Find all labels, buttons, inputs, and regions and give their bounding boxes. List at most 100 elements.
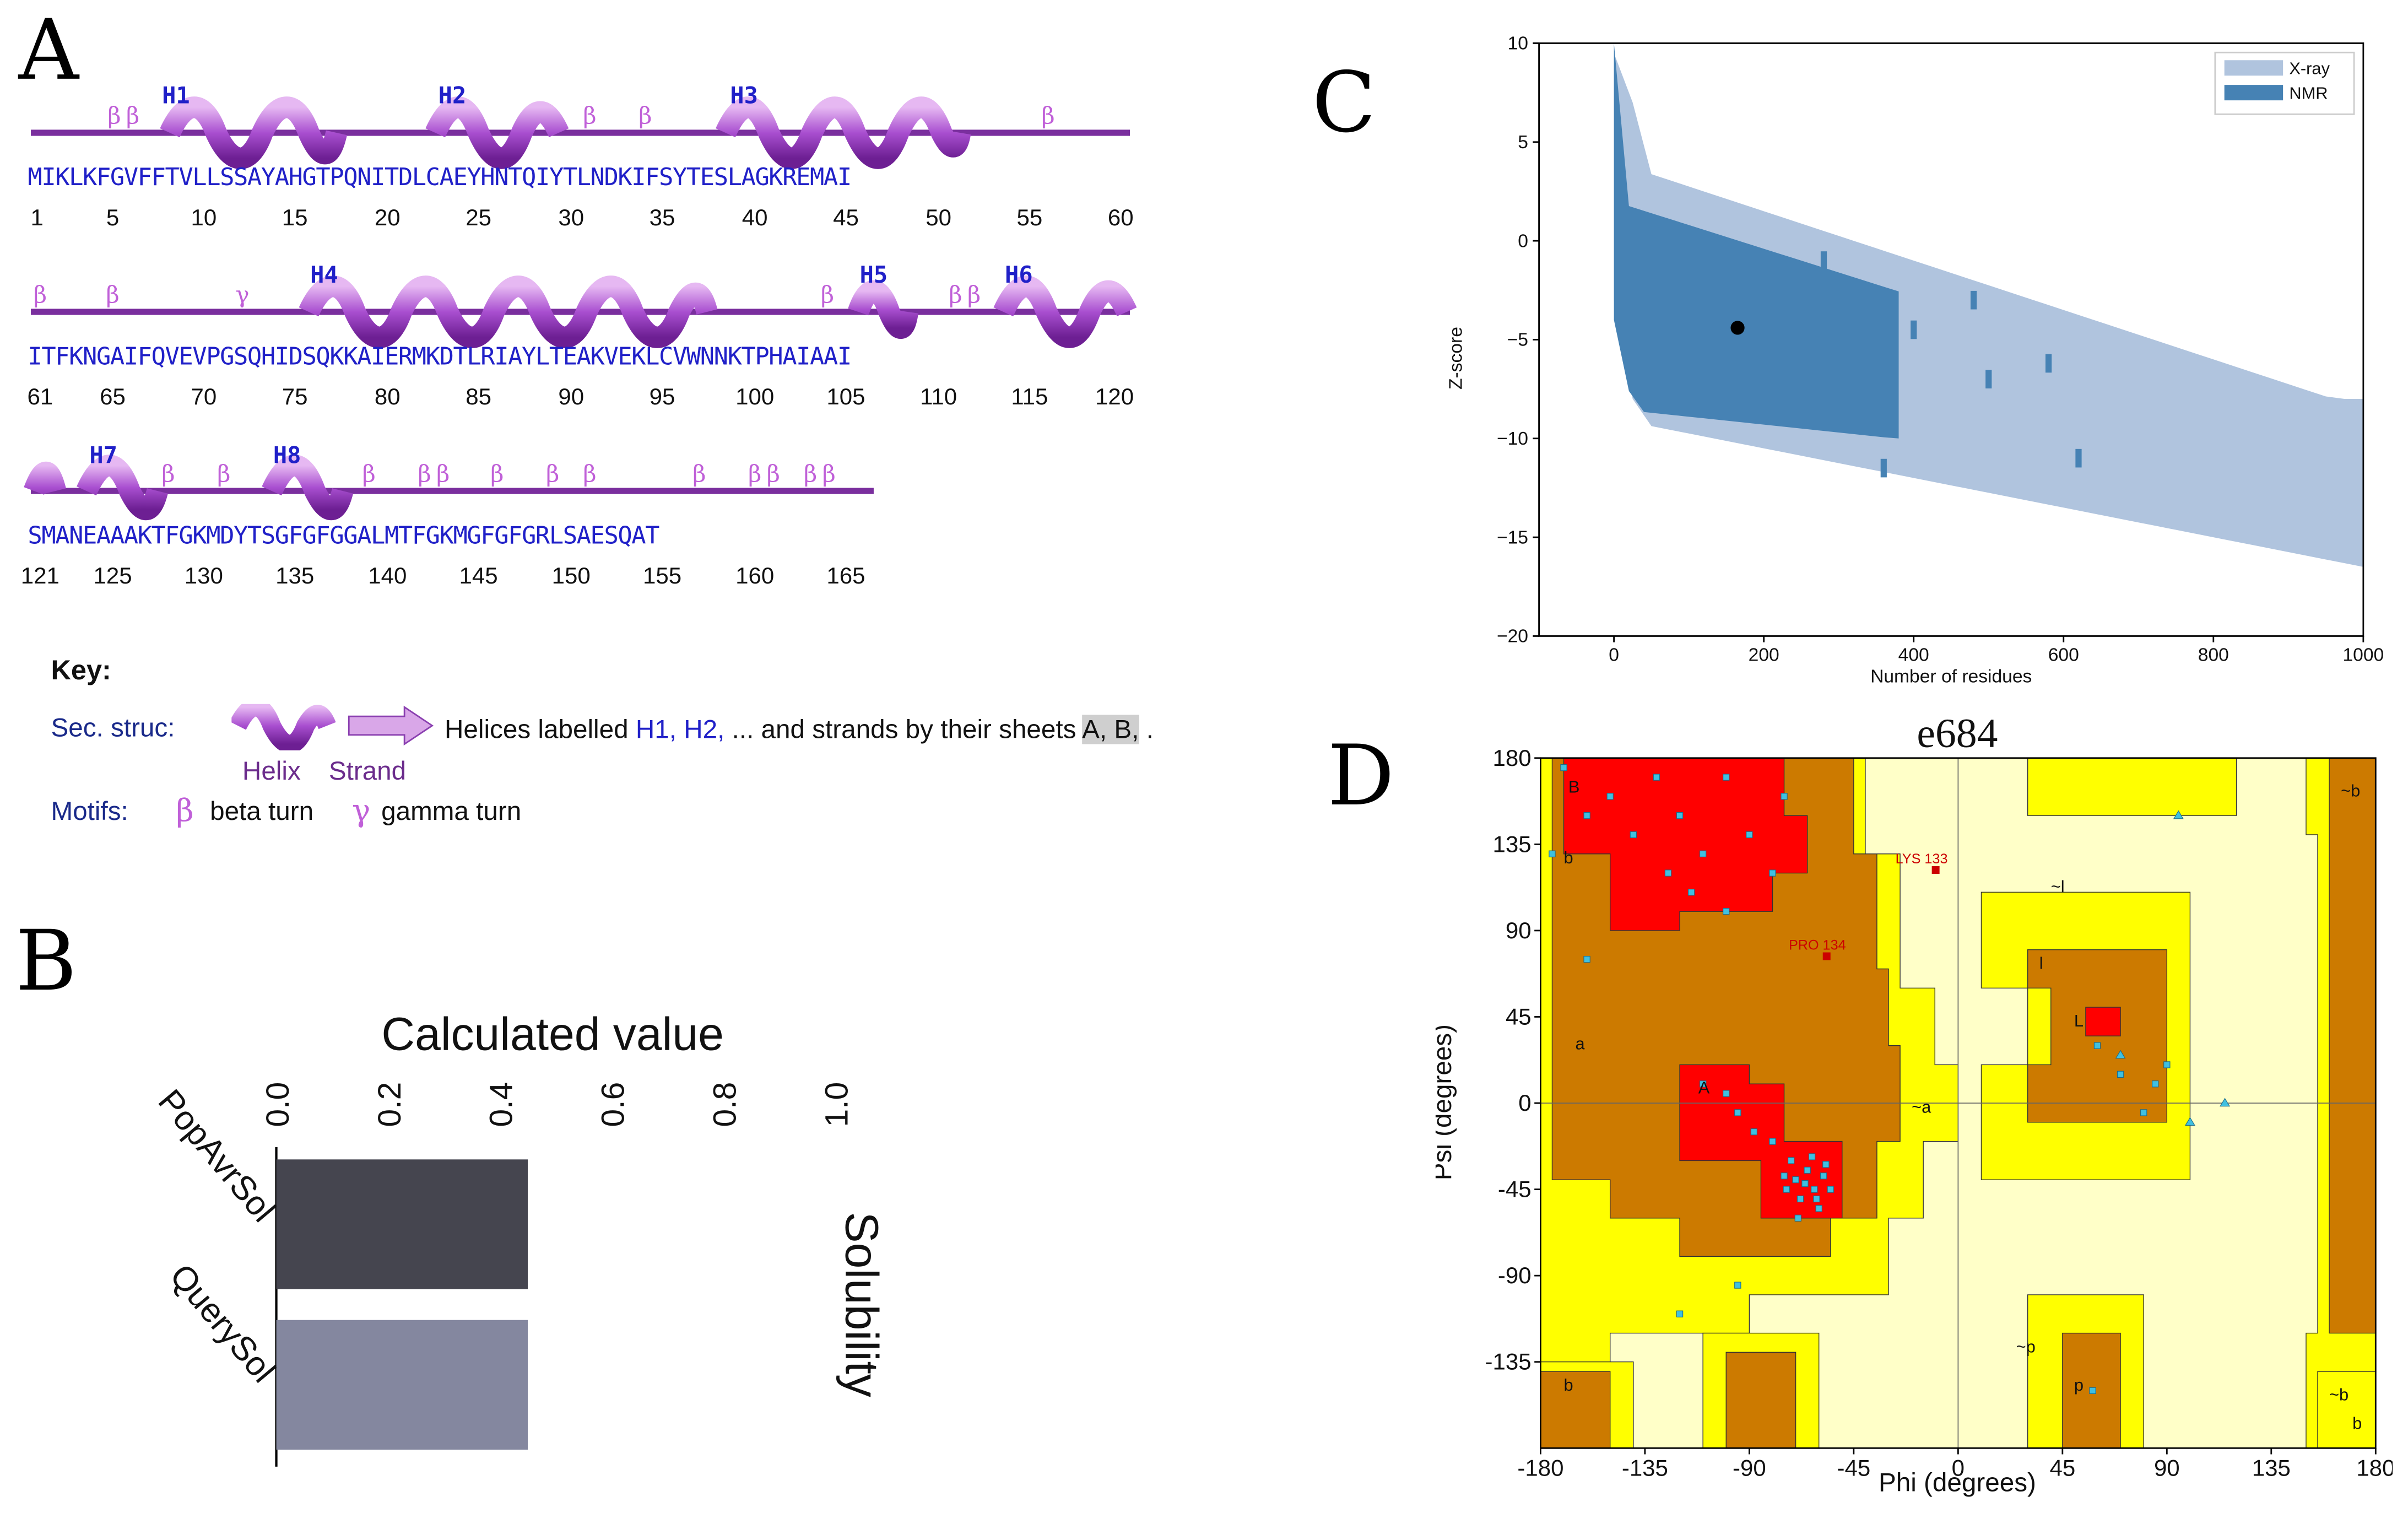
sequence-row-1: MIKLKFGVFFTVLLSSAYAHGTPQNITDLCAEYHNTQIYT… xyxy=(28,164,852,192)
residue-tick: 40 xyxy=(742,205,768,232)
residue-point xyxy=(1804,1166,1811,1174)
helix-H6 xyxy=(993,275,1137,348)
chart-b-bar xyxy=(276,1159,528,1289)
residue-tick: 70 xyxy=(191,384,217,411)
residue-point xyxy=(2163,1061,2171,1068)
residue-tick: 20 xyxy=(374,205,401,232)
residue-point xyxy=(1653,774,1660,781)
residue-tick: 45 xyxy=(833,205,859,232)
chart-c-legend-swatch xyxy=(2224,85,2283,101)
key-sec-text-e: . xyxy=(1139,715,1154,744)
chart-c-xtick-label: 200 xyxy=(1749,645,1779,665)
residue-tick: 145 xyxy=(459,563,498,590)
chart-c-legend: X-ray NMR xyxy=(2214,51,2355,115)
chart-d-xlabel: Phi (degrees) xyxy=(1879,1468,2036,1498)
residue-point xyxy=(1687,889,1695,896)
key-sec-text-c: ... and strands by their sheets xyxy=(724,715,1083,744)
nmr-point xyxy=(1850,290,1857,310)
zscore-scatter-chart: 0 200 400 600 800 1000 10 5 0 −5 −10 −15 −20 Number… xyxy=(1446,34,2384,687)
query-point xyxy=(1730,321,1745,335)
chart-c-ytick-label: 5 xyxy=(1518,132,1528,153)
beta-turn-mark: β xyxy=(436,460,450,488)
region-label: A xyxy=(1698,1078,1710,1098)
secondary-structure-diagram xyxy=(24,96,1137,520)
chart-d-ytick-label: 135 xyxy=(1492,831,1531,857)
outlier-point xyxy=(1822,952,1831,960)
chart-d-ytick-label: 0 xyxy=(1518,1090,1531,1116)
chart-d-ytick-label: 180 xyxy=(1492,745,1531,771)
residue-tick: 55 xyxy=(1016,205,1043,232)
key-motif-label: Motifs: xyxy=(51,796,128,826)
chart-b-category-label: QuerySol xyxy=(163,1257,283,1390)
residue-tick: 25 xyxy=(466,205,491,232)
beta-turn-mark: β xyxy=(126,101,140,130)
key-helix-label: Helix xyxy=(242,756,301,786)
residue-point xyxy=(1750,1128,1757,1136)
residue-tick: 105 xyxy=(826,384,865,411)
residue-tick: 61 xyxy=(27,384,53,411)
chart-c-ytick-label: 10 xyxy=(1508,34,1528,54)
helix-label: H8 xyxy=(273,441,301,469)
residue-point xyxy=(1699,1080,1707,1088)
helix-label: H3 xyxy=(730,82,758,110)
panel-label-d: D xyxy=(1327,727,1395,825)
chart-d-xtick-label: 0 xyxy=(1952,1455,1965,1481)
beta-turn-mark: β xyxy=(822,460,836,488)
chart-d-xtick-label: -135 xyxy=(1622,1455,1668,1481)
residue-point xyxy=(2093,1042,2101,1049)
chart-d-xtick-label: -45 xyxy=(1837,1455,1870,1481)
residue-point xyxy=(1808,1153,1816,1160)
core-brown-region xyxy=(1725,1352,1796,1449)
chart-d-xtick-label: -90 xyxy=(1733,1455,1766,1481)
residue-point xyxy=(1676,812,1684,819)
residue-tick: 135 xyxy=(275,563,315,590)
beta-turn-mark: β xyxy=(820,280,835,309)
residue-tick: 121 xyxy=(20,563,59,590)
beta-turn-mark: β xyxy=(1041,101,1055,130)
glycine-point xyxy=(2173,810,2184,819)
chart-b-ticks: 0.0 0.2 0.4 0.6 0.8 1.0 xyxy=(260,1082,854,1127)
chart-c-xtick-label: 1000 xyxy=(2342,645,2384,665)
residue-tick: 65 xyxy=(100,384,126,411)
panel-label-c: C xyxy=(1312,54,1376,152)
chart-d-ytick-label: -135 xyxy=(1485,1349,1531,1375)
residue-tick: 125 xyxy=(93,563,132,590)
chart-c-ytick-label: 0 xyxy=(1518,231,1528,251)
chart-d-ytick-label: 45 xyxy=(1506,1003,1532,1029)
chart-d-xticks: -180 -135 -90 -45 0 45 90 135 180 xyxy=(1517,1448,2393,1481)
region-label: b xyxy=(2352,1413,2362,1433)
nmr-point xyxy=(2045,354,2052,373)
residue-point xyxy=(1813,1195,1820,1203)
chart-b-title: Calculated value xyxy=(381,1008,723,1060)
chart-c-xlabel: Number of residues xyxy=(1870,666,2032,687)
helix-H2 xyxy=(425,96,569,169)
beta-turn-mark: β xyxy=(418,460,431,488)
residue-tick: 100 xyxy=(735,384,775,411)
region-label: a xyxy=(1576,1034,1586,1053)
residue-point xyxy=(1787,1157,1795,1164)
key-gamma-turn: gamma turn xyxy=(381,796,522,826)
beta-turn-mark: β xyxy=(106,280,120,309)
residue-tick: 90 xyxy=(558,384,585,411)
gamma-turn-mark: γ xyxy=(235,280,250,309)
residue-point xyxy=(1630,831,1637,839)
region-label: p xyxy=(2074,1375,2084,1395)
chart-b-tick-label: 1.0 xyxy=(819,1082,854,1127)
chart-c-xtick-label: 600 xyxy=(2048,645,2079,665)
beta-turn-mark: β xyxy=(161,460,175,488)
residue-point xyxy=(1560,764,1567,771)
residue-tick: 1 xyxy=(30,205,44,232)
chart-c-xticks: 0 200 400 600 800 1000 xyxy=(1609,636,2384,665)
region-label: b xyxy=(1564,848,1573,867)
residue-tick: 160 xyxy=(735,563,775,590)
helix-H5 xyxy=(848,280,918,339)
residue-point xyxy=(1699,850,1707,857)
region-label: ~p xyxy=(2016,1337,2036,1356)
allowed-region xyxy=(2027,758,2237,816)
beta-turn-mark: β xyxy=(545,460,560,488)
beta-turn-mark: β xyxy=(583,460,597,488)
chart-c-xtick-label: 0 xyxy=(1609,645,1619,665)
residue-point xyxy=(1723,1090,1730,1097)
key-sec-text-d: A, B, xyxy=(1082,715,1139,744)
